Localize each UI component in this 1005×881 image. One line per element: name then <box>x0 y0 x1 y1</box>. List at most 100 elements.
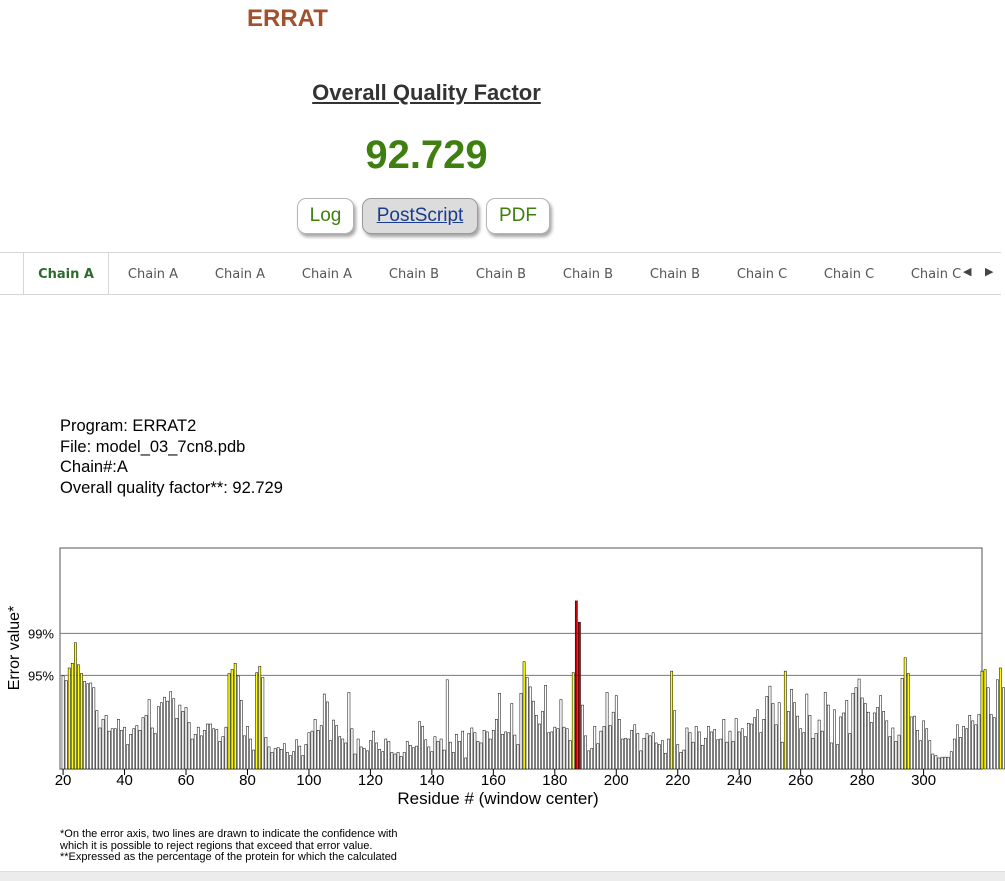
data-bar <box>482 730 486 770</box>
data-bar <box>747 722 750 770</box>
data-bar <box>86 683 90 770</box>
data-bar <box>144 715 148 770</box>
tab-scroll-right-icon[interactable]: ▶ <box>985 266 994 278</box>
data-bar <box>393 753 397 770</box>
data-bar <box>338 736 342 770</box>
data-bar <box>70 662 74 770</box>
tab-chain-c-2[interactable]: Chain C <box>823 267 875 282</box>
data-bar <box>356 738 360 770</box>
postscript-button[interactable]: PostScript <box>362 198 478 234</box>
data-bar <box>175 718 179 770</box>
data-bar <box>802 732 806 770</box>
data-bar <box>756 709 759 770</box>
data-bar <box>562 726 566 770</box>
data-bar <box>903 657 907 770</box>
data-bar <box>64 680 68 770</box>
data-bar <box>350 728 354 770</box>
data-bar <box>273 748 277 770</box>
data-bar <box>424 739 428 770</box>
data-bar <box>212 728 216 770</box>
data-bar <box>501 734 504 770</box>
data-bar <box>682 749 686 770</box>
threshold-label: 99% <box>28 626 54 641</box>
data-bar <box>166 700 169 770</box>
data-bar <box>578 621 581 770</box>
data-bar <box>574 600 578 770</box>
data-bar <box>762 719 766 770</box>
data-bar <box>409 745 412 770</box>
tab-chain-b-3[interactable]: Chain B <box>562 267 614 282</box>
data-bar <box>814 733 818 770</box>
tab-chain-a-3[interactable]: Chain A <box>214 267 266 282</box>
data-bar <box>811 737 815 770</box>
data-bar <box>67 667 71 770</box>
threshold-label: 95% <box>28 668 54 683</box>
data-bar <box>476 741 480 770</box>
tab-chain-c-3[interactable]: Chain C <box>910 267 961 282</box>
tab-chain-a-1[interactable]: Chain A <box>23 253 109 294</box>
data-bar <box>101 719 105 770</box>
data-bar <box>934 755 938 770</box>
data-bar <box>83 681 86 770</box>
x-tick-label: 240 <box>727 772 752 789</box>
tab-chain-b-2[interactable]: Chain B <box>475 267 527 282</box>
data-bar <box>126 744 129 770</box>
data-bar <box>120 730 123 770</box>
data-bar <box>307 732 311 770</box>
data-bar <box>439 738 443 770</box>
data-bar <box>445 679 449 770</box>
data-bar <box>95 710 99 770</box>
data-bar <box>381 751 385 770</box>
data-bar <box>507 732 511 770</box>
tab-chain-a-4[interactable]: Chain A <box>301 267 353 282</box>
data-bar <box>279 749 283 770</box>
overall-quality-line: Overall quality factor**: 92.729 <box>60 478 283 497</box>
data-bar <box>679 752 683 770</box>
data-bar <box>98 727 102 770</box>
data-bar <box>467 733 471 770</box>
data-bar <box>267 746 271 770</box>
data-bar <box>485 731 489 770</box>
data-bar <box>193 734 197 770</box>
footnote-line-3: **Expressed as the percentage of the pro… <box>60 851 397 863</box>
data-bar <box>233 662 237 770</box>
data-bar <box>156 706 160 770</box>
data-bar <box>648 735 652 770</box>
data-bar <box>830 742 833 770</box>
data-bar <box>694 726 698 770</box>
file-line: File: model_03_7cn8.pdb <box>60 437 246 456</box>
data-bar <box>565 728 569 770</box>
data-bar <box>728 730 732 770</box>
data-bar <box>661 740 664 770</box>
data-bar <box>319 725 323 770</box>
data-bar <box>169 691 172 770</box>
quality-factor-value: 92.729 <box>365 133 488 177</box>
data-bar <box>700 745 704 770</box>
data-bar <box>110 728 114 770</box>
data-bar <box>667 738 670 770</box>
data-bar <box>541 711 544 770</box>
data-bar <box>332 719 335 770</box>
data-bar <box>341 738 345 770</box>
pdf-button[interactable]: PDF <box>486 198 550 234</box>
data-bar <box>498 692 501 770</box>
tab-scroll-left-icon[interactable]: ◀ <box>963 266 972 278</box>
tab-chain-b-4[interactable]: Chain B <box>649 267 701 282</box>
tab-chain-a-2[interactable]: Chain A <box>127 267 179 282</box>
data-bar <box>731 741 735 770</box>
log-button[interactable]: Log <box>297 198 354 234</box>
y-axis-label: Error value* <box>6 606 23 690</box>
data-bar <box>236 675 240 770</box>
data-bar <box>378 749 381 770</box>
tab-chain-c-1[interactable]: Chain C <box>736 267 788 282</box>
data-bar <box>922 720 925 770</box>
data-bar <box>243 735 246 770</box>
data-bar <box>525 677 529 770</box>
data-bar <box>436 741 440 770</box>
horizontal-scrollbar[interactable] <box>0 871 1005 881</box>
data-bar <box>313 719 317 770</box>
data-bar <box>246 726 249 770</box>
data-bar <box>909 716 913 770</box>
data-bar <box>547 732 551 770</box>
tab-chain-b-1[interactable]: Chain B <box>388 267 440 282</box>
